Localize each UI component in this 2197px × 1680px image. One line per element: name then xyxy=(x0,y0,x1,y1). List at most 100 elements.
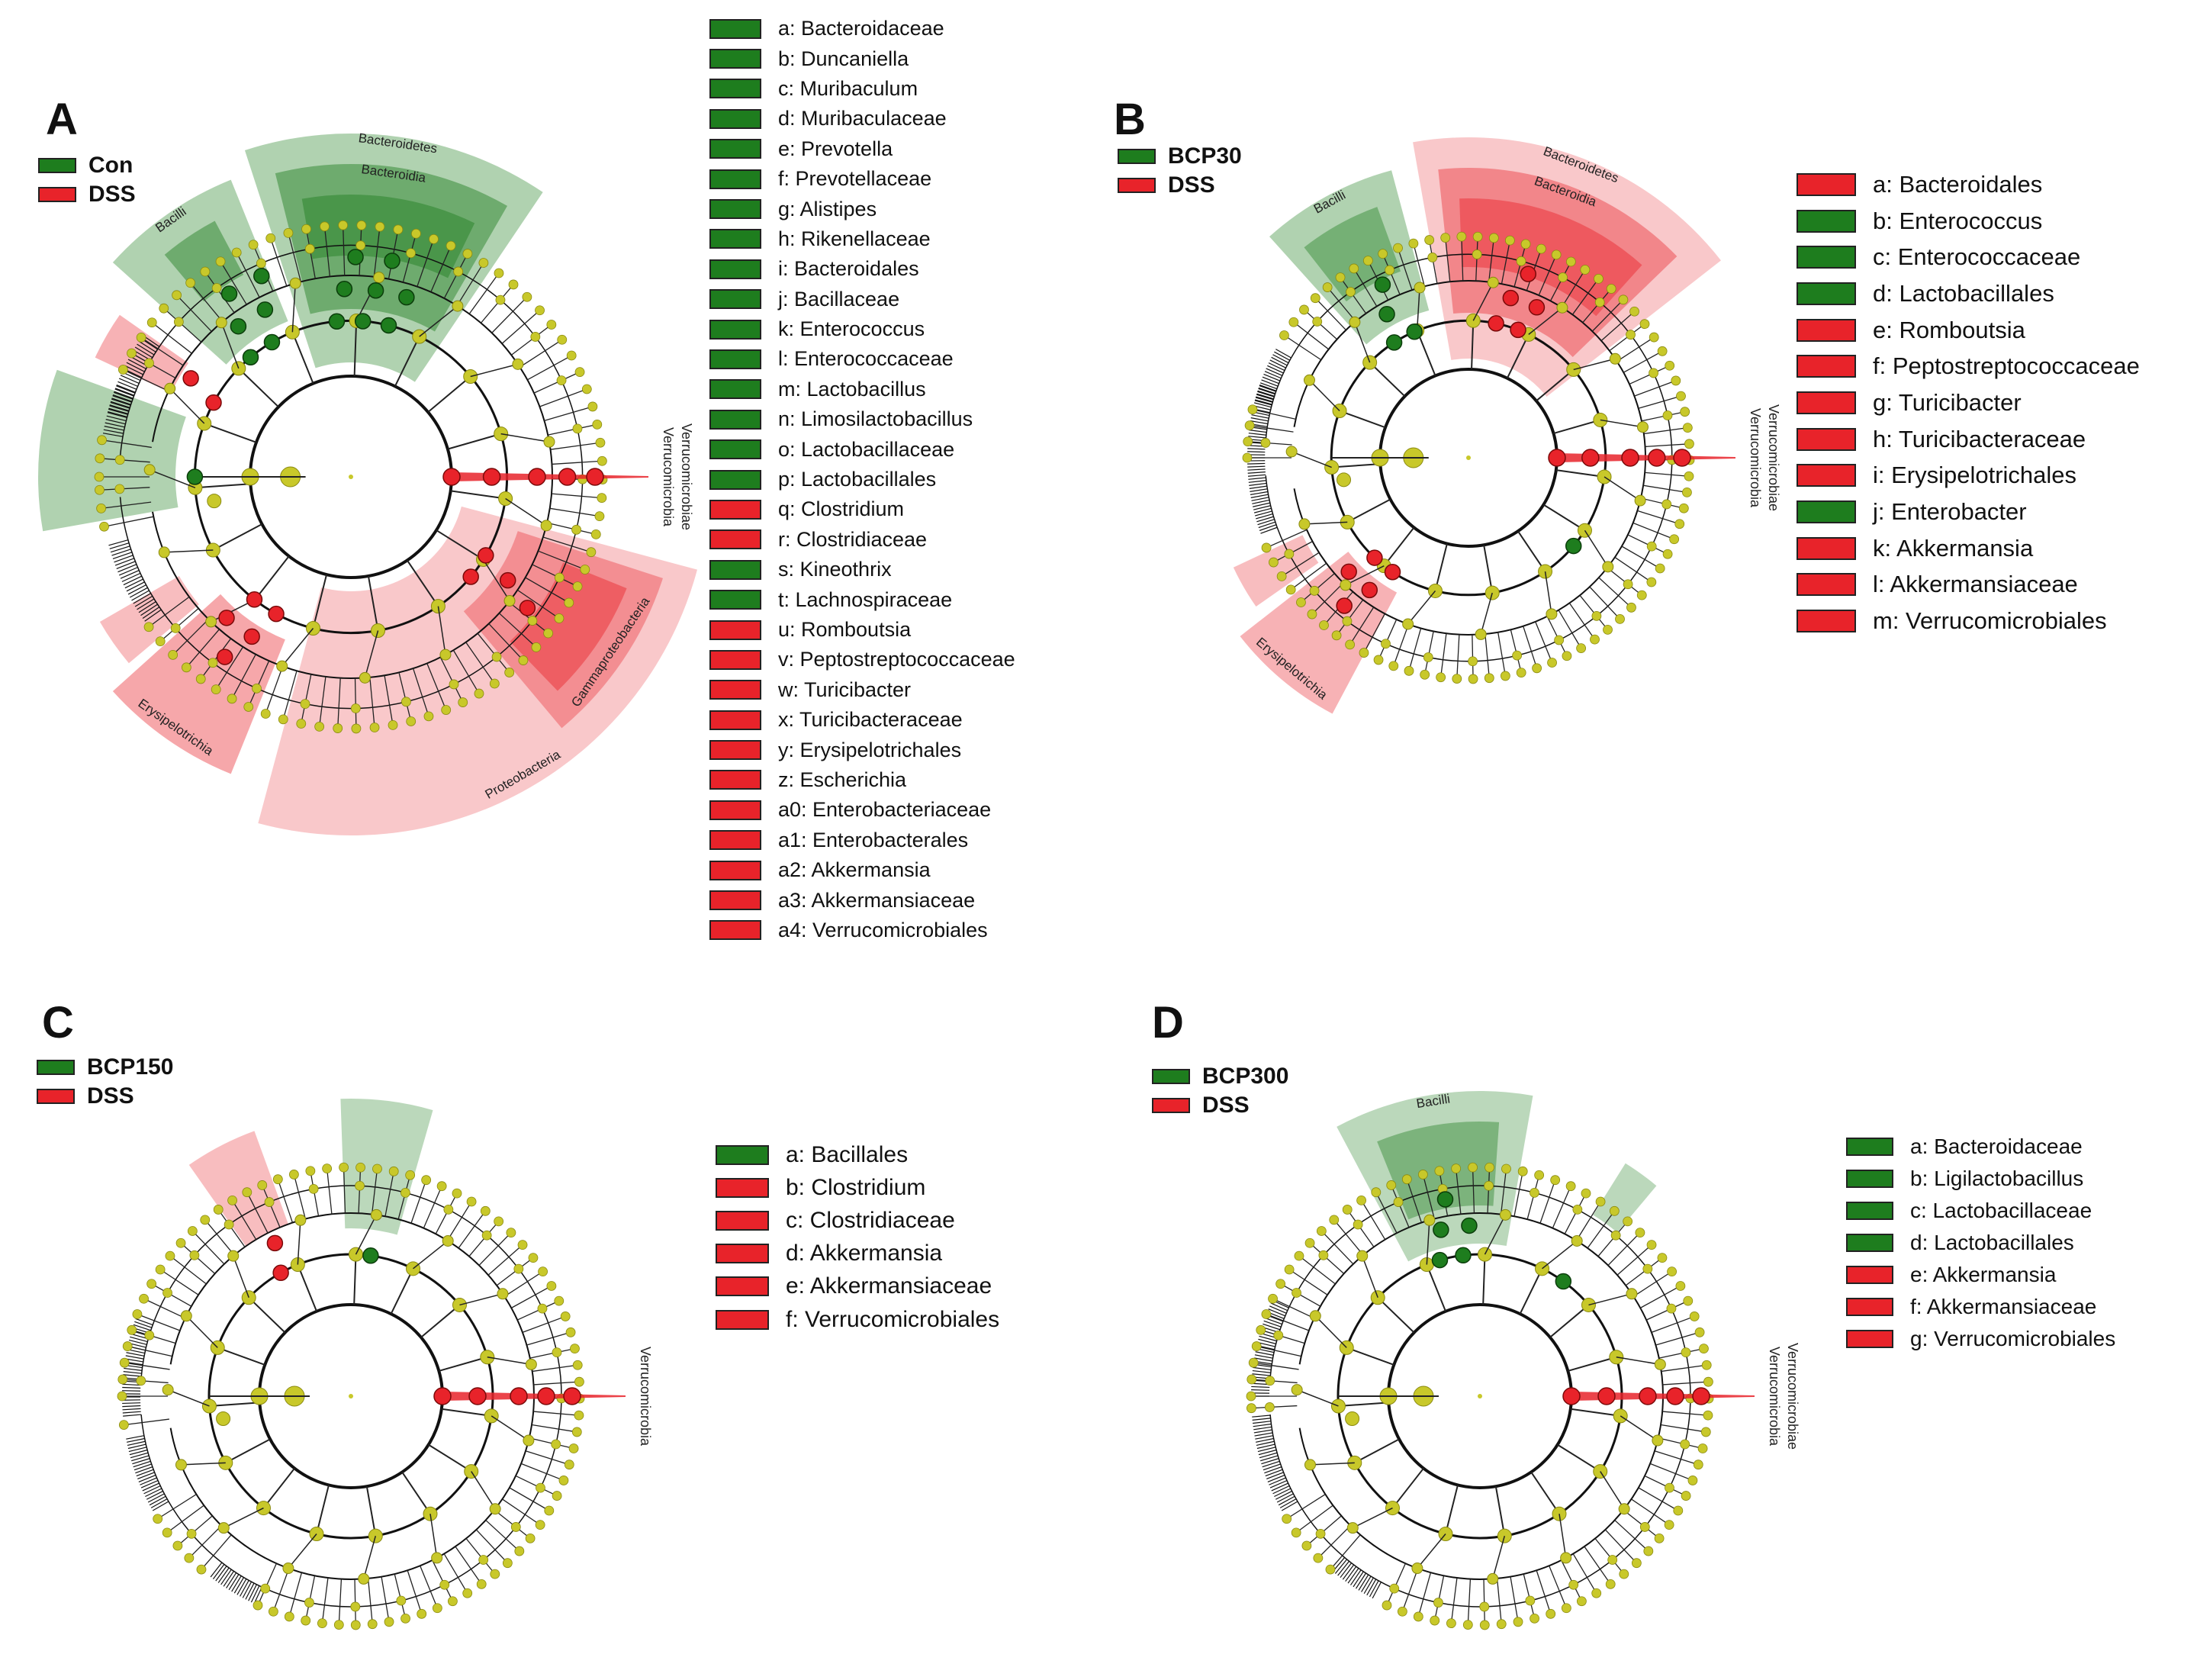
branch xyxy=(146,1490,163,1500)
enriched-node xyxy=(243,628,260,645)
branch xyxy=(1295,1505,1333,1534)
internal-node xyxy=(513,1263,524,1274)
tip-node xyxy=(143,622,154,632)
enriched-node xyxy=(1639,1387,1657,1405)
legend-swatch xyxy=(716,1276,769,1297)
internal-node xyxy=(162,1384,174,1396)
branch xyxy=(1272,1298,1315,1319)
legend-swatch xyxy=(1846,1266,1893,1284)
legend-swatch xyxy=(709,259,761,279)
branch xyxy=(1258,1449,1277,1456)
branch xyxy=(503,1271,543,1297)
enriched-node xyxy=(499,571,516,589)
tip-node xyxy=(1434,1166,1445,1176)
clade-highlight xyxy=(340,1099,433,1235)
taxon-label: n: Limosilactobacillus xyxy=(778,407,973,431)
internal-node xyxy=(260,1583,271,1594)
taxa-legend: a: Bacteroidaceae b: Ligilactobacillus c: … xyxy=(1846,1131,2115,1355)
tip-node xyxy=(1646,577,1657,587)
internal-node xyxy=(1346,1522,1359,1534)
tip-node xyxy=(480,1205,491,1216)
internal-node xyxy=(1560,1552,1572,1564)
taxon-label: g: Verrucomicrobiales xyxy=(1910,1327,2116,1350)
taxon-label: f: Peptostreptococcaceae xyxy=(1873,352,2140,380)
tip-node xyxy=(168,649,179,660)
internal-node xyxy=(1356,1250,1369,1262)
branch xyxy=(200,638,232,680)
enriched-node xyxy=(510,1387,528,1405)
internal-node xyxy=(1411,1563,1423,1575)
internal-node xyxy=(1389,1583,1400,1594)
branch xyxy=(1266,529,1308,549)
legend-swatch xyxy=(709,169,761,189)
taxon-label: i: Bacteroidales xyxy=(778,257,919,281)
branch xyxy=(1259,385,1277,391)
tip-node xyxy=(1565,1181,1576,1192)
branch xyxy=(1278,1495,1295,1506)
branch xyxy=(1256,1443,1275,1450)
enriched-node xyxy=(1548,449,1566,467)
tip-node xyxy=(1291,1527,1301,1538)
branch xyxy=(109,542,130,549)
clade-label: Verrucomicrobiae xyxy=(679,423,694,530)
branch xyxy=(1426,1264,1446,1312)
tip-node xyxy=(522,291,532,302)
clade-highlight xyxy=(164,220,244,302)
branch xyxy=(1281,1501,1298,1511)
branch xyxy=(538,550,586,571)
branch xyxy=(236,1579,247,1595)
tip-node xyxy=(447,1596,458,1607)
branch xyxy=(167,1389,210,1407)
branch xyxy=(108,539,129,546)
tip-node xyxy=(1388,661,1399,671)
enriched-node xyxy=(1520,266,1537,282)
branch xyxy=(1255,397,1273,403)
branch xyxy=(1256,513,1273,520)
tip-node xyxy=(1285,584,1296,595)
tip-node xyxy=(375,221,385,232)
tip-node xyxy=(502,1558,513,1569)
enriched-node xyxy=(1461,1217,1478,1234)
branch xyxy=(430,245,452,292)
branch xyxy=(338,1579,343,1625)
branch xyxy=(131,352,176,378)
taxon-label: z: Escherichia xyxy=(778,768,907,791)
branch xyxy=(1483,545,1494,594)
internal-node xyxy=(1304,1459,1316,1471)
branch xyxy=(1253,1429,1272,1434)
branch xyxy=(343,1167,346,1214)
branch xyxy=(412,668,429,717)
clade-highlight xyxy=(1413,137,1721,397)
internal-node xyxy=(439,1579,450,1590)
branch xyxy=(417,239,435,287)
internal-node xyxy=(540,520,552,532)
branch xyxy=(353,320,358,377)
branch xyxy=(1346,1347,1394,1366)
branch xyxy=(123,1414,142,1417)
tip-node xyxy=(339,1162,349,1173)
taxa-legend-item: f: Akkermansiaceae xyxy=(1846,1291,2115,1323)
tip-node xyxy=(506,1228,516,1238)
branch xyxy=(533,372,581,394)
branch xyxy=(262,1467,295,1509)
branch xyxy=(1248,480,1266,483)
branch xyxy=(1355,1572,1366,1589)
enriched-node xyxy=(380,317,397,334)
taxon-label: d: Akkermansia xyxy=(786,1241,943,1266)
branch xyxy=(1259,1452,1278,1459)
tip-node xyxy=(1618,294,1629,305)
tip-node xyxy=(242,1187,253,1198)
enriched-node xyxy=(1378,305,1395,323)
branch xyxy=(1333,1219,1364,1256)
legend-swatch xyxy=(709,800,761,820)
internal-node xyxy=(370,1209,382,1221)
internal-node xyxy=(1349,316,1361,328)
internal-node xyxy=(304,243,315,254)
branch xyxy=(1542,504,1586,532)
tip-node xyxy=(322,1163,333,1174)
branch xyxy=(1530,1471,1560,1514)
branch xyxy=(1256,1440,1275,1447)
internal-node xyxy=(1353,1219,1363,1230)
taxon-label: k: Akkermansia xyxy=(1873,534,2034,562)
branch xyxy=(355,1214,378,1255)
